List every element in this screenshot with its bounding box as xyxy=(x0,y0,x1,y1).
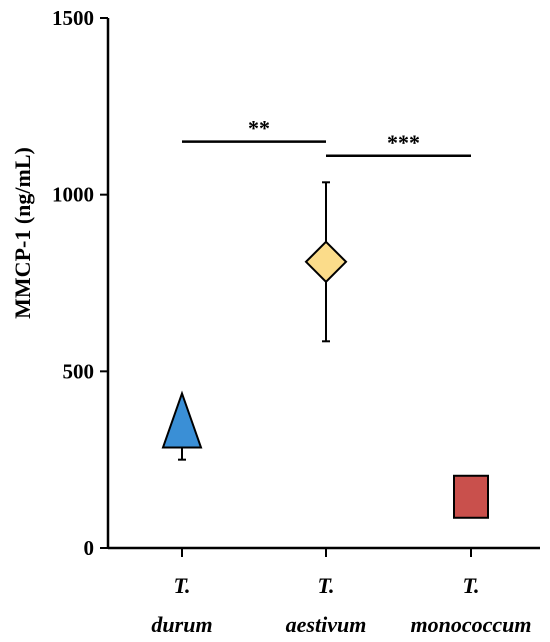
data-point-diamond xyxy=(304,240,348,284)
y-axis-title: MMCP-1 (ng/mL) xyxy=(10,147,35,319)
significance-label: *** xyxy=(387,130,420,155)
x-tick-label: aestivum xyxy=(286,612,367,637)
x-tick-label: T. xyxy=(318,573,335,598)
x-ticks: T. durum T. aestivum T. monococcum xyxy=(151,548,532,637)
y-ticks: 0 500 1000 1500 xyxy=(52,6,108,560)
y-tick-label: 0 xyxy=(84,536,95,560)
error-bars xyxy=(178,181,330,461)
axes xyxy=(106,18,540,550)
data-markers xyxy=(161,240,489,519)
x-tick-label: T. xyxy=(463,573,480,598)
significance-brackets: ***** xyxy=(182,116,471,158)
x-tick-label: durum xyxy=(151,612,212,637)
x-tick-label: T. xyxy=(174,573,191,598)
significance-label: ** xyxy=(248,116,270,141)
y-tick-label: 500 xyxy=(63,359,95,383)
y-tick-label: 1500 xyxy=(52,6,94,30)
data-point-square xyxy=(453,474,489,519)
y-tick-label: 1000 xyxy=(52,183,94,207)
x-tick-label: monococcum xyxy=(411,612,532,637)
data-point-triangle xyxy=(161,390,203,449)
